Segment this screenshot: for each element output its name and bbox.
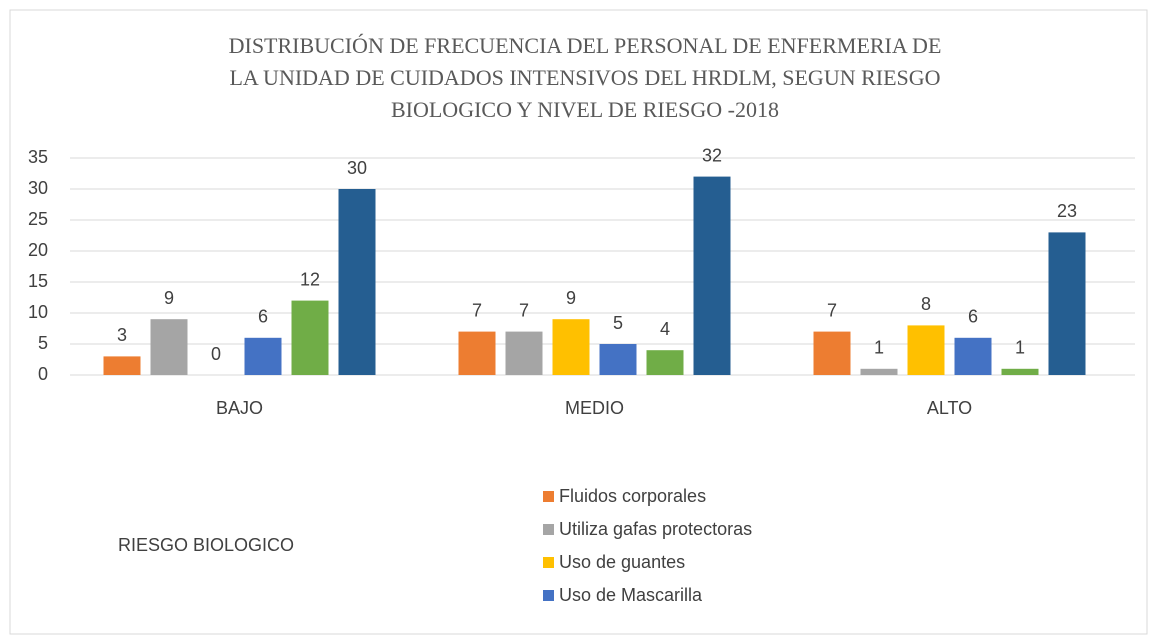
bar: [954, 337, 992, 375]
y-tick-label: 15: [28, 271, 48, 291]
x-tick-label: MEDIO: [565, 398, 624, 418]
x-axis-label: RIESGO BIOLOGICO: [118, 535, 294, 555]
data-label: 8: [921, 294, 931, 314]
legend-label: Uso de guantes: [559, 552, 685, 572]
bar: [646, 350, 684, 375]
chart-title: BIOLOGICO Y NIVEL DE RIESGO -2018: [391, 97, 779, 122]
legend-label: Utiliza gafas protectoras: [559, 519, 752, 539]
data-label: 0: [211, 344, 221, 364]
bar: [150, 319, 188, 375]
data-label: 3: [117, 325, 127, 345]
y-tick-label: 10: [28, 302, 48, 322]
y-tick-label: 0: [38, 364, 48, 384]
bar: [505, 331, 543, 375]
data-label: 7: [827, 300, 837, 320]
bar: [1048, 232, 1086, 375]
bar: [860, 368, 898, 375]
legend-swatch: [543, 557, 554, 568]
bar: [907, 325, 945, 375]
data-label: 32: [702, 145, 722, 165]
y-tick-label: 5: [38, 333, 48, 353]
chart-title: DISTRIBUCIÓN DE FRECUENCIA DEL PERSONAL …: [229, 33, 942, 58]
data-label: 6: [968, 307, 978, 327]
data-label: 12: [300, 269, 320, 289]
data-label: 30: [347, 158, 367, 178]
legend-label: Uso de Mascarilla: [559, 585, 703, 605]
y-tick-label: 35: [28, 147, 48, 167]
bar: [244, 337, 282, 375]
y-tick-label: 25: [28, 209, 48, 229]
data-label: 4: [660, 319, 670, 339]
bar: [291, 300, 329, 375]
y-tick-label: 30: [28, 178, 48, 198]
bar: [338, 189, 376, 375]
bar: [458, 331, 496, 375]
data-label: 7: [519, 300, 529, 320]
data-label: 1: [874, 338, 884, 358]
data-label: 9: [164, 288, 174, 308]
legend-swatch: [543, 524, 554, 535]
data-label: 1: [1015, 338, 1025, 358]
y-tick-label: 20: [28, 240, 48, 260]
legend-swatch: [543, 590, 554, 601]
data-label: 5: [613, 313, 623, 333]
chart-title: LA UNIDAD DE CUIDADOS INTENSIVOS DEL HRD…: [229, 65, 940, 90]
bar: [599, 344, 637, 375]
data-label: 23: [1057, 201, 1077, 221]
bar: [813, 331, 851, 375]
bar: [1001, 368, 1039, 375]
legend-label: Fluidos corporales: [559, 486, 706, 506]
data-label: 7: [472, 300, 482, 320]
data-label: 6: [258, 307, 268, 327]
bar: [693, 176, 731, 375]
bar: [103, 356, 141, 375]
bar: [552, 319, 590, 375]
data-label: 9: [566, 288, 576, 308]
x-tick-label: BAJO: [216, 398, 263, 418]
legend-swatch: [543, 491, 554, 502]
x-tick-label: ALTO: [927, 398, 972, 418]
